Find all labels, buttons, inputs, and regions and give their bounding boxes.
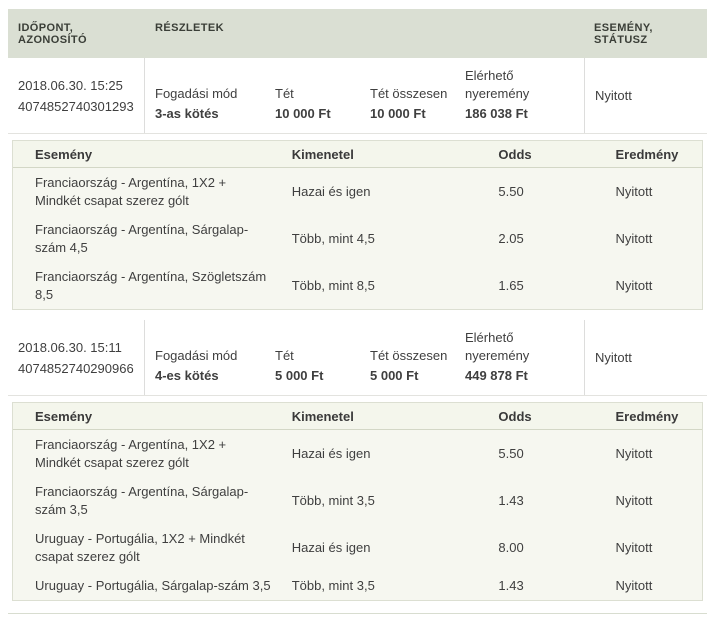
- legs-table: Esemény Kimenetel Odds Eredmény Franciao…: [13, 403, 702, 600]
- stake-label: Tét: [275, 86, 294, 101]
- stake-total-label: Tét összesen: [370, 348, 448, 363]
- leg-event: Uruguay - Portugália, Sárgalap-szám 3,5: [35, 578, 271, 593]
- bet-timestamp-cell: 2018.06.30. 15:25 4074852740301293: [8, 58, 145, 133]
- leg-odds: 5.50: [498, 446, 524, 461]
- leg-event: Franciaország - Argentína, 1X2 + Mindkét…: [35, 175, 227, 208]
- legs-column-esemeny: Esemény: [13, 403, 282, 430]
- stake-value: 10 000 Ft: [275, 106, 331, 121]
- leg-row: Uruguay - Portugália, Sárgalap-szám 3,5 …: [13, 571, 702, 600]
- leg-row: Franciaország - Argentína, Sárgalap-szám…: [13, 477, 702, 524]
- bet-datetime: 2018.06.30. 15:11: [18, 339, 122, 355]
- leg-row: Franciaország - Argentína, Sárgalap-szám…: [13, 215, 702, 262]
- leg-outcome: Hazai és igen: [291, 184, 371, 199]
- legs-column-kimenetel: Kimenetel: [281, 403, 489, 430]
- leg-odds: 1.43: [498, 578, 524, 593]
- legs-box: Esemény Kimenetel Odds Eredmény Franciao…: [12, 402, 703, 601]
- leg-odds: 5.50: [498, 184, 524, 199]
- legs-header-row: Esemény Kimenetel Odds Eredmény: [13, 403, 702, 430]
- leg-event: Franciaország - Argentína, Szögletszám 8…: [35, 269, 267, 302]
- betting-mode-value: 4-es kötés: [155, 368, 219, 383]
- leg-event: Uruguay - Portugália, 1X2 + Mindkét csap…: [35, 531, 245, 564]
- betting-mode-value: 3-as kötés: [155, 106, 219, 121]
- column-header-idopont-azonosito: IDŐPONT, AZONOSÍTÓ: [18, 22, 87, 46]
- leg-result: Nyitott: [615, 231, 653, 246]
- leg-odds: 2.05: [498, 231, 524, 246]
- leg-odds: 1.43: [498, 493, 524, 508]
- leg-result: Nyitott: [615, 493, 653, 508]
- bet-summary-row: 2018.06.30. 15:25 4074852740301293 Fogad…: [8, 58, 707, 134]
- betting-mode-label: Fogadási mód: [155, 86, 238, 101]
- leg-result: Nyitott: [615, 278, 653, 293]
- leg-event: Franciaország - Argentína, Sárgalap-szám…: [35, 222, 249, 255]
- bet-status: Nyitott: [584, 320, 707, 395]
- bet-details-cell: Fogadási mód 4-es kötés Tét 5 000 Ft Tét…: [145, 320, 584, 395]
- leg-event: Franciaország - Argentína, Sárgalap-szám…: [35, 484, 249, 517]
- stake-total-value: 10 000 Ft: [370, 106, 426, 121]
- leg-row: Franciaország - Argentína, 1X2 + Mindkét…: [13, 430, 702, 478]
- bet-status: Nyitott: [584, 58, 707, 133]
- leg-outcome: Hazai és igen: [291, 540, 371, 555]
- leg-outcome: Több, mint 8,5: [291, 278, 375, 293]
- available-winnings-label: Elérhető nyeremény: [465, 68, 530, 101]
- bet-timestamp-cell: 2018.06.30. 15:11 4074852740290966: [8, 320, 145, 395]
- bet-section: 2018.06.30. 15:11 4074852740290966 Fogad…: [8, 320, 707, 611]
- legs-table: Esemény Kimenetel Odds Eredmény Franciao…: [13, 141, 702, 309]
- legs-box: Esemény Kimenetel Odds Eredmény Franciao…: [12, 140, 703, 310]
- leg-odds: 8.00: [498, 540, 524, 555]
- bet-legs-panel: Esemény Kimenetel Odds Eredmény Franciao…: [8, 396, 707, 611]
- leg-outcome: Több, mint 3,5: [291, 493, 375, 508]
- legs-column-eredmeny: Eredmény: [605, 403, 702, 430]
- stake-total-value: 5 000 Ft: [370, 368, 419, 383]
- leg-outcome: Több, mint 4,5: [291, 231, 375, 246]
- leg-outcome: Hazai és igen: [291, 446, 371, 461]
- leg-result: Nyitott: [615, 184, 653, 199]
- stake-label: Tét: [275, 348, 294, 363]
- available-winnings-value: 449 878 Ft: [465, 368, 528, 383]
- legs-column-odds: Odds: [488, 403, 606, 430]
- bet-details-cell: Fogadási mód 3-as kötés Tét 10 000 Ft Té…: [145, 58, 584, 133]
- leg-row: Uruguay - Portugália, 1X2 + Mindkét csap…: [13, 524, 702, 571]
- bottom-separator: [8, 613, 707, 617]
- leg-odds: 1.65: [498, 278, 524, 293]
- leg-event: Franciaország - Argentína, 1X2 + Mindkét…: [35, 437, 227, 470]
- legs-header-row: Esemény Kimenetel Odds Eredmény: [13, 141, 702, 168]
- column-header-reszletek: RÉSZLETEK: [155, 22, 224, 34]
- stake-total-label: Tét összesen: [370, 86, 448, 101]
- leg-row: Franciaország - Argentína, 1X2 + Mindkét…: [13, 168, 702, 216]
- bet-id: 4074852740290966: [18, 360, 134, 376]
- bet-id: 4074852740301293: [18, 98, 134, 114]
- bet-datetime: 2018.06.30. 15:25: [18, 77, 123, 93]
- stake-value: 5 000 Ft: [275, 368, 324, 383]
- betting-mode-label: Fogadási mód: [155, 348, 238, 363]
- available-winnings-value: 186 038 Ft: [465, 106, 528, 121]
- bet-summary-row: 2018.06.30. 15:11 4074852740290966 Fogad…: [8, 320, 707, 396]
- leg-result: Nyitott: [615, 446, 653, 461]
- bet-history-table: IDŐPONT, AZONOSÍTÓ RÉSZLETEK ESEMÉNY, ST…: [8, 9, 707, 617]
- legs-column-kimenetel: Kimenetel: [281, 141, 489, 168]
- leg-row: Franciaország - Argentína, Szögletszám 8…: [13, 262, 702, 309]
- legs-column-eredmeny: Eredmény: [605, 141, 702, 168]
- bet-legs-panel: Esemény Kimenetel Odds Eredmény Franciao…: [8, 134, 707, 320]
- column-header-esemeny-statusz: ESEMÉNY, STÁTUSZ: [594, 22, 653, 46]
- leg-result: Nyitott: [615, 578, 653, 593]
- bet-section: 2018.06.30. 15:25 4074852740301293 Fogad…: [8, 58, 707, 320]
- bet-list: 2018.06.30. 15:25 4074852740301293 Fogad…: [8, 58, 707, 611]
- available-winnings-label: Elérhető nyeremény: [465, 330, 530, 363]
- leg-outcome: Több, mint 3,5: [291, 578, 375, 593]
- table-header-row: IDŐPONT, AZONOSÍTÓ RÉSZLETEK ESEMÉNY, ST…: [8, 9, 707, 58]
- legs-column-esemeny: Esemény: [13, 141, 282, 168]
- leg-result: Nyitott: [615, 540, 653, 555]
- legs-column-odds: Odds: [488, 141, 606, 168]
